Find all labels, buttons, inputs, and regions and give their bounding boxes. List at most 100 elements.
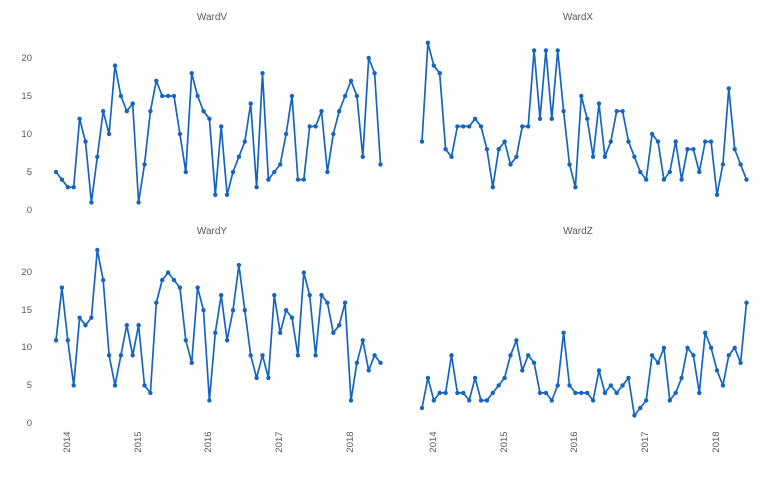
data-point-marker [744,177,749,182]
data-point-marker [708,139,714,144]
data-point-marker [567,383,572,388]
data-point-marker [467,124,472,129]
data-point-marker [236,262,242,268]
data-point-marker [195,285,200,290]
data-point-marker [230,169,236,175]
data-point-marker [342,300,348,305]
data-point-marker [484,147,490,152]
data-point-marker [59,177,65,182]
data-point-marker [177,285,183,290]
data-point-marker [142,383,147,388]
data-point-marker [360,154,365,159]
data-point-marker [703,139,708,144]
data-point-marker [602,390,608,396]
wardz-line-chart [419,300,749,418]
data-point-marker [661,345,667,350]
data-point-marker [661,177,667,182]
data-point-marker [154,78,159,83]
data-point-marker [549,116,554,122]
wardz-series-line [421,301,748,417]
data-point-marker [673,390,678,396]
data-point-marker [514,338,519,343]
data-point-marker [431,398,436,403]
data-point-marker [337,109,342,114]
y-tick-label: 15 [21,304,32,316]
data-point-marker [254,375,259,381]
data-point-marker [632,413,637,418]
data-point-marker [337,323,342,328]
data-point-marker [419,139,425,144]
data-point-marker [685,147,690,152]
data-point-marker [342,93,348,99]
data-point-marker [602,154,608,159]
data-point-marker [697,390,702,396]
data-point-marker [620,109,625,114]
wardy-line-chart [53,247,383,403]
data-point-marker [360,338,365,343]
y-tick-label: 20 [21,52,32,64]
data-point-marker [213,330,218,335]
data-point-marker [443,390,448,396]
data-point-marker [738,360,743,365]
data-point-marker [543,48,549,53]
data-point-marker [106,353,112,358]
data-point-marker [419,405,425,411]
data-point-marker [608,139,613,144]
data-point-marker [626,139,631,144]
data-point-marker [354,93,360,99]
wardv-line-chart [53,55,383,205]
data-point-marker [207,116,212,122]
data-point-marker [720,162,726,167]
data-point-marker [490,185,495,190]
x-tick-label: 2015 [498,431,510,453]
data-point-marker [549,398,554,403]
data-point-marker [514,154,519,159]
data-point-marker [520,124,525,129]
data-point-marker [372,71,377,76]
data-point-marker [89,200,94,205]
data-point-marker [555,48,560,53]
data-point-marker [667,398,672,403]
data-point-marker [708,345,714,350]
data-point-marker [520,368,525,373]
data-point-marker [496,147,501,152]
data-point-marker [118,353,124,358]
data-point-marker [71,383,76,388]
data-point-marker [626,375,631,381]
data-point-marker [189,360,194,365]
data-point-marker [242,308,247,313]
data-point-marker [95,247,100,253]
data-point-marker [189,71,194,76]
data-point-marker [165,93,171,99]
data-point-marker [325,169,330,175]
data-point-marker [726,86,731,91]
data-point-marker [83,139,88,144]
data-point-marker [112,63,118,68]
data-point-marker [283,131,289,137]
data-point-marker [331,330,336,335]
data-point-marker [195,93,200,99]
data-point-marker [649,131,655,137]
data-point-marker [531,48,537,53]
data-point-marker [236,154,242,159]
data-point-marker [449,353,454,358]
data-point-marker [679,375,684,381]
data-point-marker [543,390,549,396]
data-point-marker [272,169,277,175]
data-point-marker [738,162,743,167]
data-point-marker [614,109,619,114]
data-point-marker [278,162,283,167]
data-point-marker [272,293,277,298]
data-point-marker [106,131,112,137]
x-tick-label: 2014 [427,431,439,453]
data-point-marker [732,147,737,152]
data-point-marker [561,109,566,114]
data-point-marker [449,154,454,159]
data-point-marker [573,390,578,396]
y-tick-label: 0 [26,204,32,216]
y-tick-label: 5 [26,166,32,178]
data-point-marker [307,124,312,129]
data-point-marker [101,109,106,114]
data-point-marker [590,154,596,159]
